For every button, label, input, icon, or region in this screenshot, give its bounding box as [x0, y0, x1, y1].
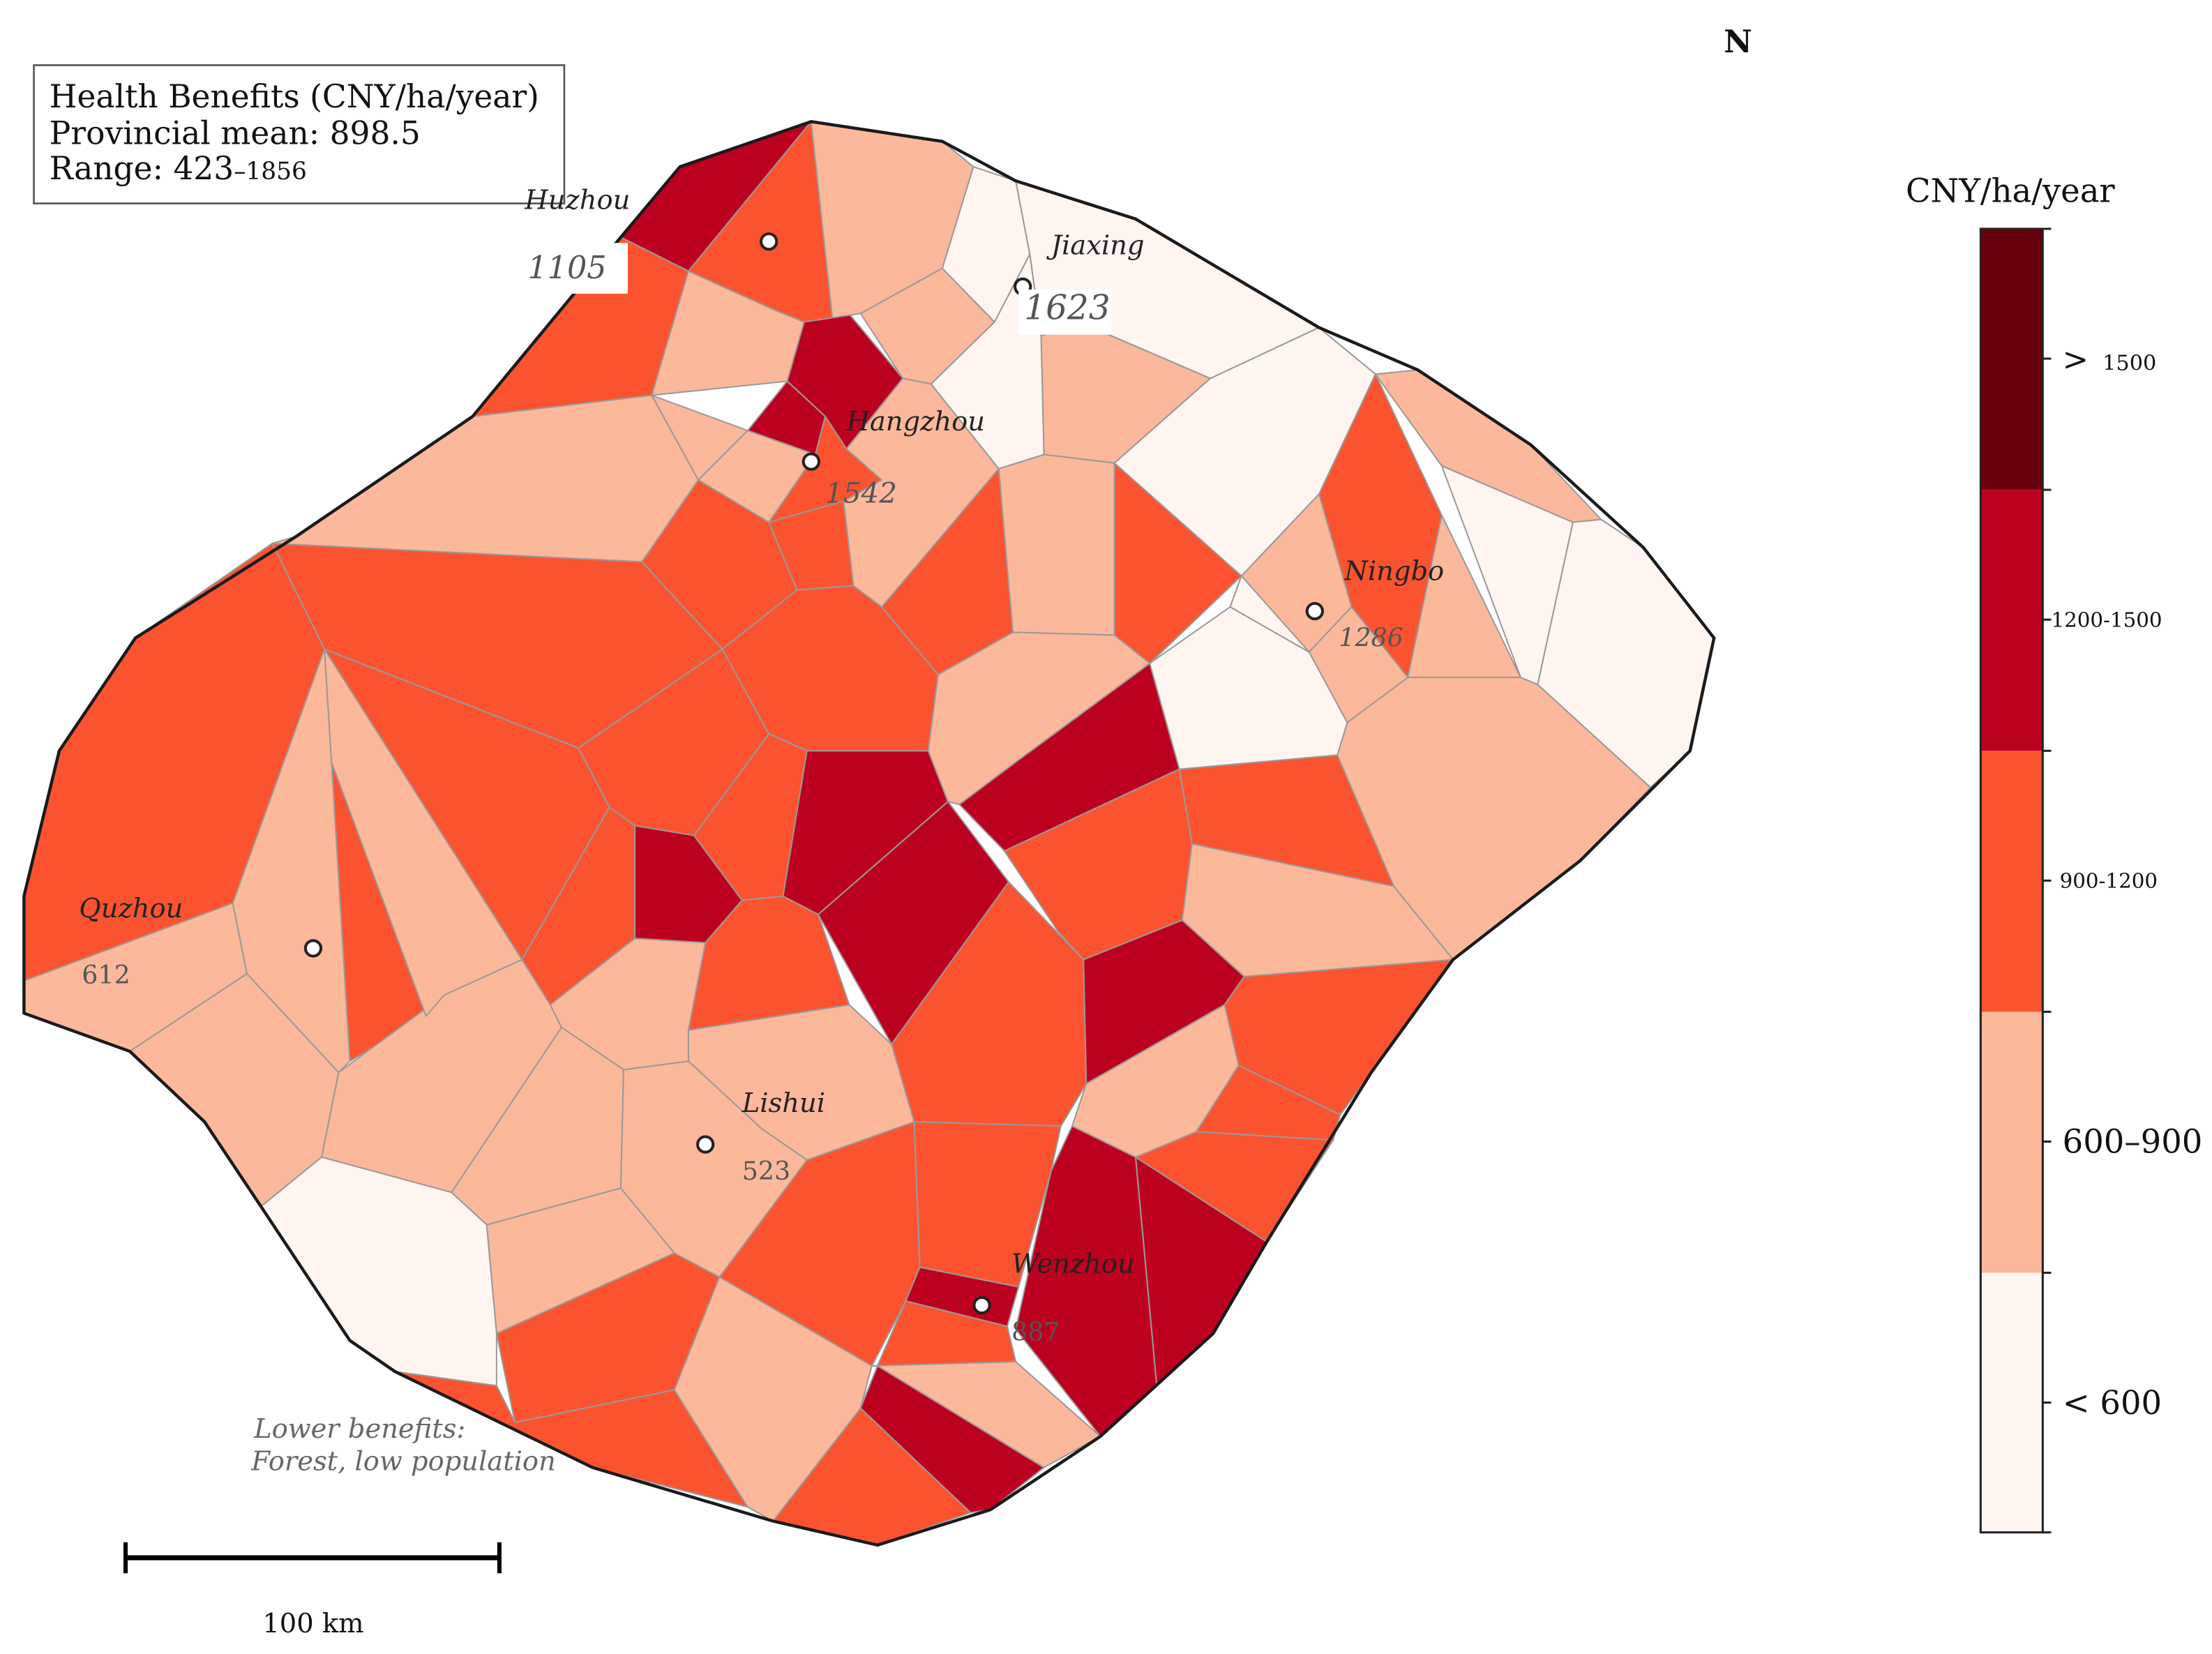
- legend-title: CNY/ha/year: [1906, 172, 2115, 210]
- scale-bar: 100 km: [123, 1542, 502, 1639]
- north-arrow-label: N: [1724, 24, 1752, 60]
- legend-label-1200-1500: 1200-1500: [2051, 608, 2162, 631]
- svg-text:>1500: >1500: [2063, 342, 2157, 377]
- map-cell[interactable]: [1071, 1004, 1240, 1158]
- legend-swatch-900-1200: [1980, 751, 2043, 1012]
- city-name-jiaxing: Jiaxing: [1046, 230, 1145, 261]
- info-box-range-end: –1856: [234, 158, 307, 186]
- legend-swatch-lt600: [1980, 1272, 2043, 1533]
- city-value-hangzhou: 1542: [825, 476, 897, 509]
- legend-colorbar: CNY/ha/year >1500 1200-1500 900-1200 600…: [1906, 172, 2203, 1534]
- annotation: Lower benefits: Forest, low population: [250, 1413, 556, 1478]
- city-value-ningbo: 1286: [1339, 623, 1404, 653]
- city-value-bg-huzhou: [515, 243, 628, 294]
- map-cells: [23, 121, 1715, 1546]
- legend-swatch-gt1500: [1980, 229, 2043, 490]
- city-name-quzhou: Quzhou: [79, 893, 183, 924]
- city-name-lishui: Lishui: [742, 1088, 825, 1119]
- map-cell[interactable]: [998, 453, 1115, 636]
- svg-text:Range: 423–1856: Range: 423–1856: [50, 150, 307, 187]
- legend-label-600-900: 600–900: [2063, 1123, 2203, 1161]
- city-marker-lishui[interactable]: [696, 1135, 715, 1154]
- legend-swatch-600-900: [1980, 1012, 2043, 1273]
- city-marker-ningbo[interactable]: [1305, 601, 1324, 621]
- map-cell[interactable]: [843, 377, 1000, 608]
- legend-label-gt1500-value: 1500: [2102, 351, 2156, 375]
- province-outline: [22, 120, 1716, 1547]
- city-value-bg-jiaxing: [1018, 289, 1112, 335]
- map-cell[interactable]: [651, 270, 805, 396]
- legend-swatch-1200-1500: [1980, 490, 2043, 751]
- city-name-ningbo: Ningbo: [1344, 556, 1444, 587]
- city-value-huzhou: 1105: [527, 250, 606, 286]
- info-box-title: Health Benefits (CNY/ha/year): [50, 78, 539, 115]
- city-value-quzhou: 612: [82, 960, 130, 990]
- legend-label-gt1500-symbol: >: [2063, 342, 2089, 377]
- annotation-line-2: Forest, low population: [250, 1446, 556, 1478]
- map-cell[interactable]: [1181, 843, 1454, 977]
- city-marker-huzhou[interactable]: [760, 232, 778, 251]
- info-box-range-start: Range: 423: [50, 150, 234, 187]
- map-cell[interactable]: [930, 253, 1045, 469]
- map-cell[interactable]: [871, 1360, 1101, 1468]
- city-value-wenzhou: 887: [1011, 1317, 1060, 1347]
- city-name-huzhou: Huzhou: [524, 185, 630, 216]
- city-marker-hangzhou[interactable]: [802, 452, 820, 471]
- city-value-jiaxing: 1623: [1024, 288, 1110, 327]
- city-value-lishui: 523: [742, 1156, 790, 1186]
- info-box-mean: Provincial mean: 898.5: [50, 115, 421, 152]
- city-name-hangzhou: Hangzhou: [845, 406, 985, 437]
- info-box: Health Benefits (CNY/ha/year) Provincial…: [33, 64, 566, 204]
- legend-label-lt600: < 600: [2063, 1384, 2162, 1422]
- city-marker-wenzhou[interactable]: [972, 1295, 991, 1315]
- city-marker-quzhou[interactable]: [303, 939, 323, 958]
- annotation-line-1: Lower benefits:: [253, 1413, 465, 1445]
- city-name-wenzhou: Wenzhou: [1011, 1249, 1135, 1280]
- city-labels: Huzhou 1105 Jiaxing 1623 Hangzhou 1542 N…: [79, 185, 1444, 1347]
- scale-bar-label: 100 km: [262, 1608, 363, 1639]
- map-cell[interactable]: [927, 631, 1151, 806]
- map-cell[interactable]: [698, 430, 816, 523]
- legend-label-900-1200: 900-1200: [2060, 869, 2158, 892]
- map-cell[interactable]: [271, 394, 700, 563]
- map-cell[interactable]: [1229, 575, 1310, 653]
- map-cell[interactable]: [324, 648, 523, 1017]
